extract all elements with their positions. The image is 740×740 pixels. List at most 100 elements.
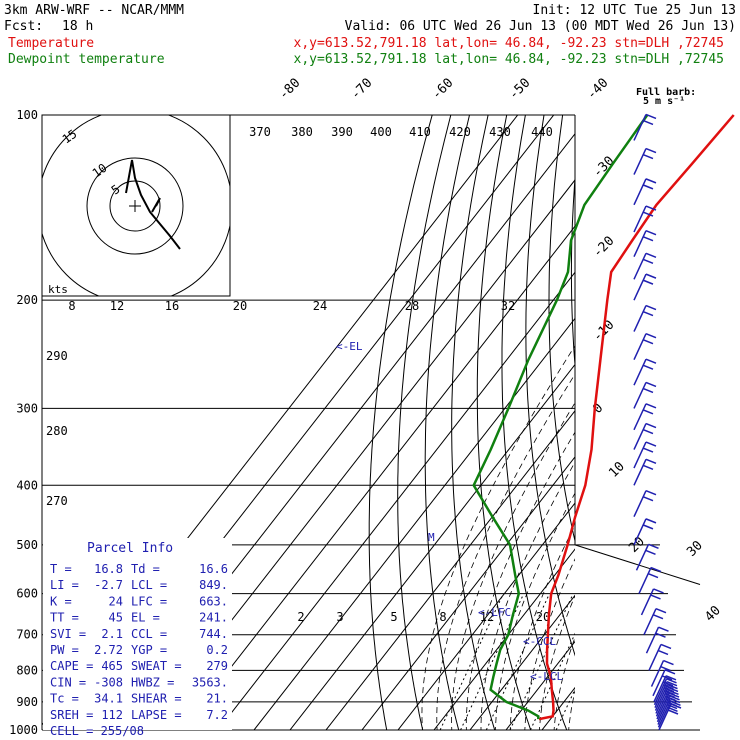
wind-barb-flag [664,669,676,675]
wind-barb-staff [633,273,647,301]
pressure-label-1000: 1000 [9,723,38,737]
pressure-label-900: 900 [16,695,38,709]
wind-barb-staff [650,660,665,687]
moist-adiabat-line [568,688,575,730]
theta-lower-label: 270 [46,494,68,508]
wind-barb [633,518,657,546]
wind-barb-flag [642,236,654,242]
isotherm-line [433,548,575,730]
wind-barb-staff [633,382,647,409]
wind-barb-flag [645,304,657,311]
dry-adiabat-line [593,87,718,740]
wind-barb-flag [645,230,657,236]
isotherm-line [469,594,575,730]
wind-note-line1: Full barb: [636,87,696,98]
moist-adiabat-line [480,461,575,730]
speed-tick-label: 8 [68,299,75,313]
parcel-info-cell: Tc = [50,692,79,706]
isotherm-line [325,409,575,730]
wind-barb-flag [645,441,657,447]
mixing-ratio-label: 8 [439,610,446,624]
wind-barb-flag [657,649,669,656]
wind-barb-staff [633,333,647,361]
lcl-marker: <-LCL [530,670,563,683]
temperature-location: x,y=613.52,791.18 lat,lon= 46.84, -92.23… [294,36,724,51]
parcel-info-cell: EL = [131,611,160,625]
wind-barb [652,669,676,697]
parcel-info-cell: SHEAR = [131,692,182,706]
wind-barb-flag [642,447,654,453]
parcel-info-cell: 112 [101,708,123,722]
dry-adiabat-line [424,115,471,730]
parcel-info-cell: 16.6 [199,562,228,576]
moist-adiabat-line [582,300,740,740]
pressure-label-800: 800 [16,663,38,677]
dry-adiabat-line [525,115,575,657]
parcel-info-cell: 2.72 [94,643,123,657]
dewpoint-location: x,y=613.52,791.18 lat,lon= 46.84, -92.23… [294,52,724,67]
wind-barb-flag [645,490,657,496]
parcel-info-cell: HWBZ = [131,675,174,689]
mixing-ratio-line [485,593,550,730]
isotherm-right-label: 40 [702,603,724,625]
isotherm-line [289,363,575,730]
wind-barb [633,358,657,386]
speed-tick-label: 12 [110,299,124,313]
wind-barb-staff [643,608,657,636]
wind-barb-flag [663,687,675,693]
hodograph-ring-label-10: 10 [90,161,110,181]
wind-barb-flag [663,684,674,690]
mixing-ratio-line [555,688,575,730]
parcel-info-cell: 744. [199,627,228,641]
moist-adiabat-line [524,558,575,730]
wind-barb-flag [666,681,678,687]
parcel-info-cell: 849. [199,578,228,592]
mixing-ratio-label: 5 [390,610,397,624]
mixing-ratio-label: 20 [536,610,550,624]
wind-barb-flag [667,686,679,693]
wind-barb-flag [642,310,654,317]
isotherm-right-label: 10 [606,459,628,481]
wind-barb [640,588,664,616]
wind-barb [633,403,657,431]
parcel-info-cell: 279 [206,659,228,673]
wind-barb-flag [645,549,656,556]
moist-adiabat-line [495,492,575,730]
wind-barb-flag [642,258,654,265]
parcel-info-cell: SVI = [50,627,86,641]
isotherm-line [397,502,575,730]
parcel-info-cell: 0.2 [206,643,228,657]
wind-barb-staff [633,148,647,175]
parcel-info-background [43,538,232,730]
parcel-info-cell: Td = [131,562,160,576]
wind-barb-flag [667,706,678,713]
parcel-info-cell: -308 [94,675,123,689]
wind-barb-staff [633,178,647,206]
isotherm-line [676,87,740,740]
parcel-info-cell: CCL = [131,627,167,641]
wind-barb-flag [645,422,657,429]
parcel-info-cell: 21. [206,692,228,706]
theta-label: 430 [489,125,511,139]
parcel-info-cell: 45 [109,611,123,625]
wind-barb-flag [658,626,669,632]
wind-barb-flag [665,695,676,701]
m-marker: M [428,531,435,544]
wind-barb-flag [666,703,678,710]
right-slant-axis [574,544,701,585]
isotherm-top-label: -50 [506,76,533,103]
dry-adiabat-line [451,115,496,730]
parcel-info-cell: SWEAT = [131,659,182,673]
valid-time: Valid: 06 UTC Wed 26 Jun 13 (00 MDT Wed … [345,19,736,34]
isotherm-top-label: -80 [276,76,303,103]
wind-barb-staff [633,114,647,141]
wind-barb [638,566,662,594]
parcel-info-cell: YGP = [131,643,167,657]
isotherm-right-label: 0 [590,401,606,417]
isotherm-line [253,317,575,730]
moist-adiabat-line [509,524,575,730]
temperature-legend: Temperature [8,36,94,51]
wind-barb-flag [661,675,673,681]
dry-adiabat-line [570,172,575,371]
model-title: 3km ARW-WRF -- NCAR/MMM [4,3,184,18]
